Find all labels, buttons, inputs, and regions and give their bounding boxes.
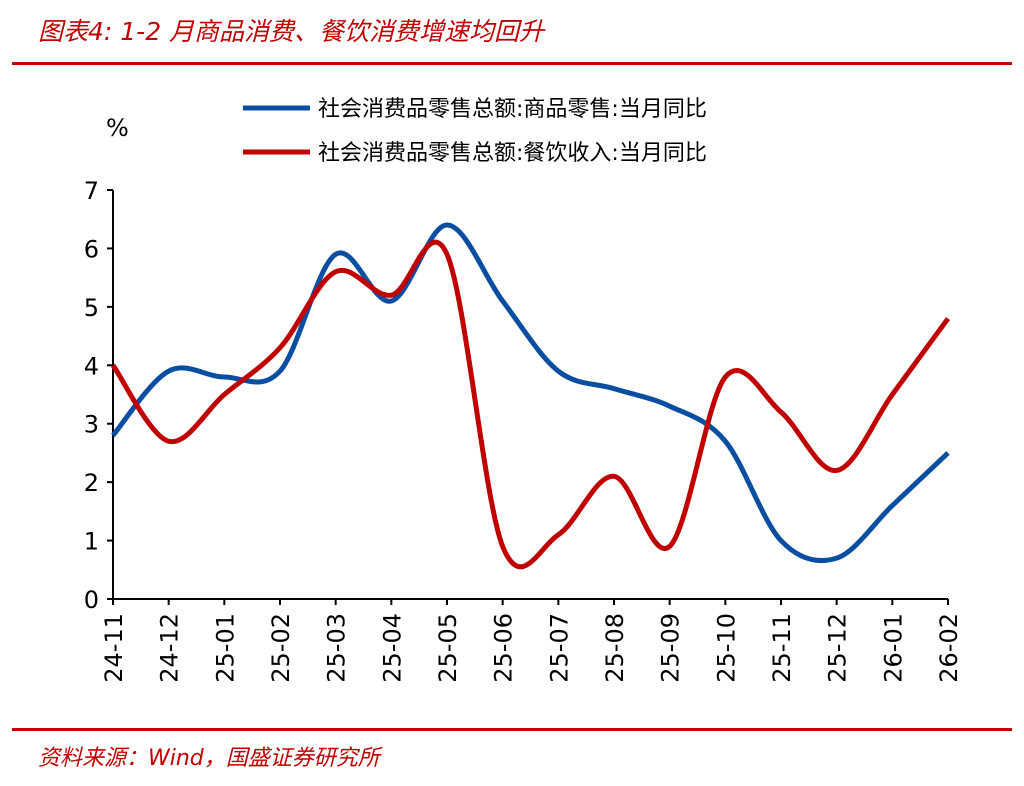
x-tick-label: 25-12 (824, 613, 852, 683)
source-note: 资料来源：Wind，国盛证券研究所 (38, 746, 380, 771)
series-lines (110, 222, 951, 570)
x-tick-label: 25-08 (601, 613, 629, 683)
series-line-1 (110, 239, 951, 570)
chart-title: 图表4: 1-2 月商品消费、餐饮消费增速均回升 (38, 17, 545, 46)
legend-label-1: 社会消费品零售总额:餐饮收入:当月同比 (318, 141, 707, 166)
bottom-divider (12, 728, 1012, 731)
x-tick-label: 26-02 (935, 613, 963, 683)
x-tick-label: 25-11 (768, 613, 796, 683)
x-tick-label: 25-04 (378, 613, 406, 683)
x-tick-label: 25-01 (211, 613, 239, 683)
x-tick-label: 25-05 (434, 613, 462, 683)
x-tick-label: 25-07 (545, 613, 573, 683)
x-tick-label: 25-09 (657, 613, 685, 683)
y-axis-label: % (106, 114, 129, 142)
series-line-0 (111, 222, 950, 563)
x-tick-label: 25-10 (712, 613, 740, 683)
x-tick-label: 26-01 (879, 613, 907, 683)
x-tick-label: 25-03 (323, 613, 351, 683)
x-tick-label: 25-02 (267, 613, 295, 683)
y-tick-label: 0 (84, 586, 99, 614)
y-tick-label: 6 (84, 235, 99, 263)
x-tick-label: 24-11 (100, 613, 128, 683)
y-tick-label: 5 (84, 294, 99, 322)
y-tick-label: 4 (84, 352, 99, 380)
top-divider (12, 62, 1012, 65)
x-tick-label: 24-12 (156, 613, 184, 683)
y-tick-label: 7 (84, 177, 99, 205)
axes: 0 1 2 3 4 5 6 7 24-11 24-12 25-01 25-02 25-03 25-04 25… (84, 177, 963, 683)
x-tick-label: 25-06 (490, 613, 518, 683)
y-tick-label: 1 (84, 528, 99, 556)
y-tick-label: 3 (84, 411, 99, 439)
y-tick-label: 2 (84, 469, 99, 497)
legend-label-0: 社会消费品零售总额:商品零售:当月同比 (318, 97, 707, 122)
